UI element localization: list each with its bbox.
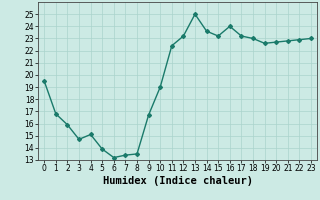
X-axis label: Humidex (Indice chaleur): Humidex (Indice chaleur) bbox=[103, 176, 252, 186]
